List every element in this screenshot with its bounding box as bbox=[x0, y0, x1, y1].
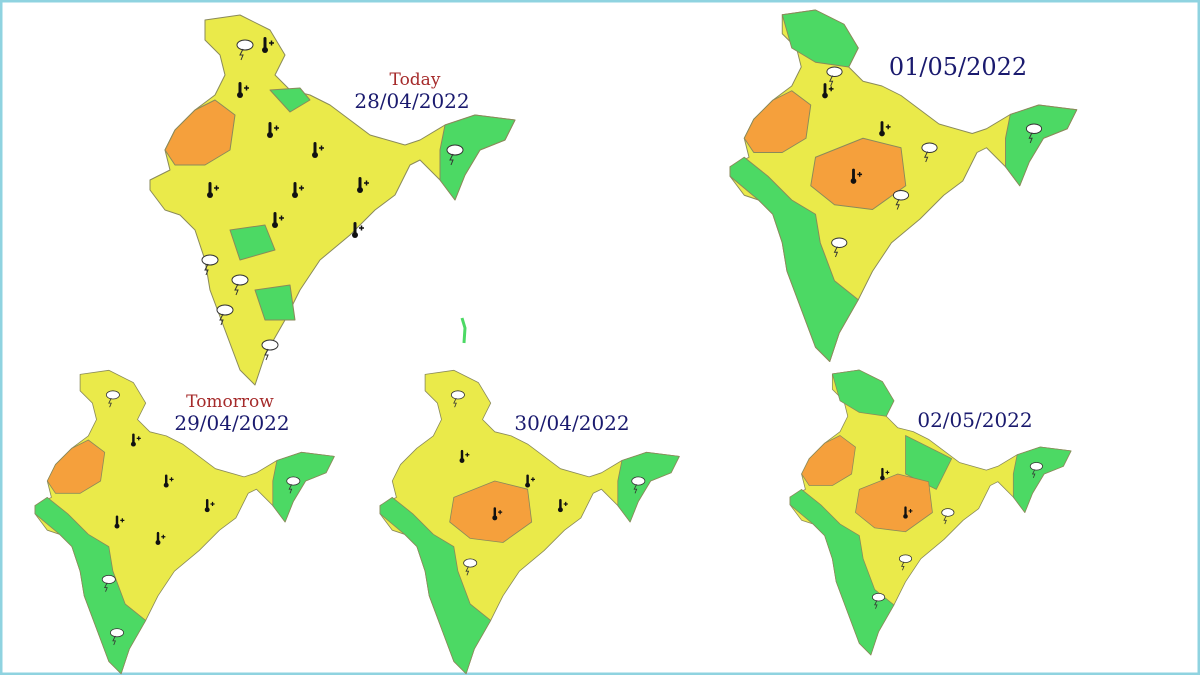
date-label: 28/04/2022 bbox=[354, 89, 469, 113]
map-day5 bbox=[789, 369, 1072, 656]
date-label: 30/04/2022 bbox=[514, 411, 629, 435]
map-today bbox=[149, 14, 516, 386]
date-label: 29/04/2022 bbox=[174, 411, 289, 435]
day-label: Today bbox=[390, 70, 441, 90]
date-label: 01/05/2022 bbox=[889, 53, 1027, 81]
day-label: Tomorrow bbox=[186, 392, 274, 412]
date-label: 02/05/2022 bbox=[917, 408, 1032, 432]
